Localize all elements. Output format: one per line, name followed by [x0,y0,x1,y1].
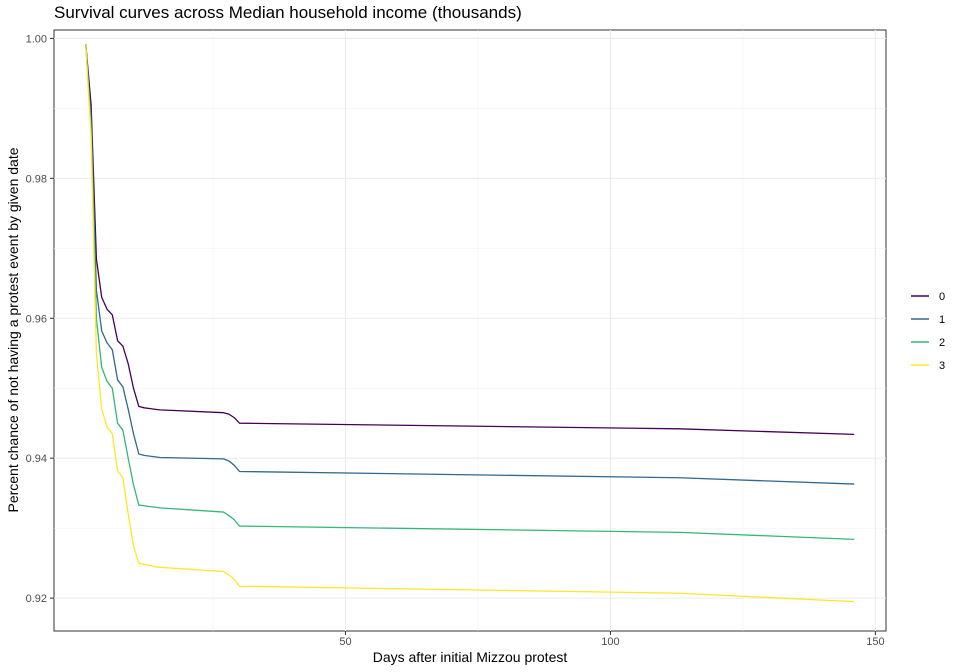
grid-minor [54,30,886,631]
y-tick-label: 0.92 [26,593,47,605]
plot-panel [53,29,887,632]
legend-label-1: 1 [939,314,945,326]
series-line-2 [85,45,855,540]
x-tick-label: 50 [339,636,351,648]
y-axis-title: Percent chance of not having a protest e… [5,147,21,512]
y-tick-label: 1.00 [26,33,47,45]
x-tick-label: 150 [866,636,884,648]
y-tick-label: 0.94 [26,453,47,465]
series-line-1 [85,44,855,485]
legend: 0 1 2 3 [911,291,945,372]
legend-label-3: 3 [939,360,945,372]
series-line-0 [85,44,855,436]
x-axis: 50 100 150 [339,631,885,648]
chart-title: Survival curves across Median household … [54,3,522,22]
x-tick-label: 100 [601,636,619,648]
y-tick-label: 0.98 [26,173,47,185]
x-axis-title: Days after initial Mizzou protest [373,649,568,665]
legend-label-0: 0 [939,291,945,303]
series-lines [85,44,855,603]
y-axis: 0.92 0.94 0.96 0.98 1.00 [26,33,54,605]
series-line-3 [85,45,855,603]
legend-label-2: 2 [939,337,945,349]
y-tick-label: 0.96 [26,313,47,325]
